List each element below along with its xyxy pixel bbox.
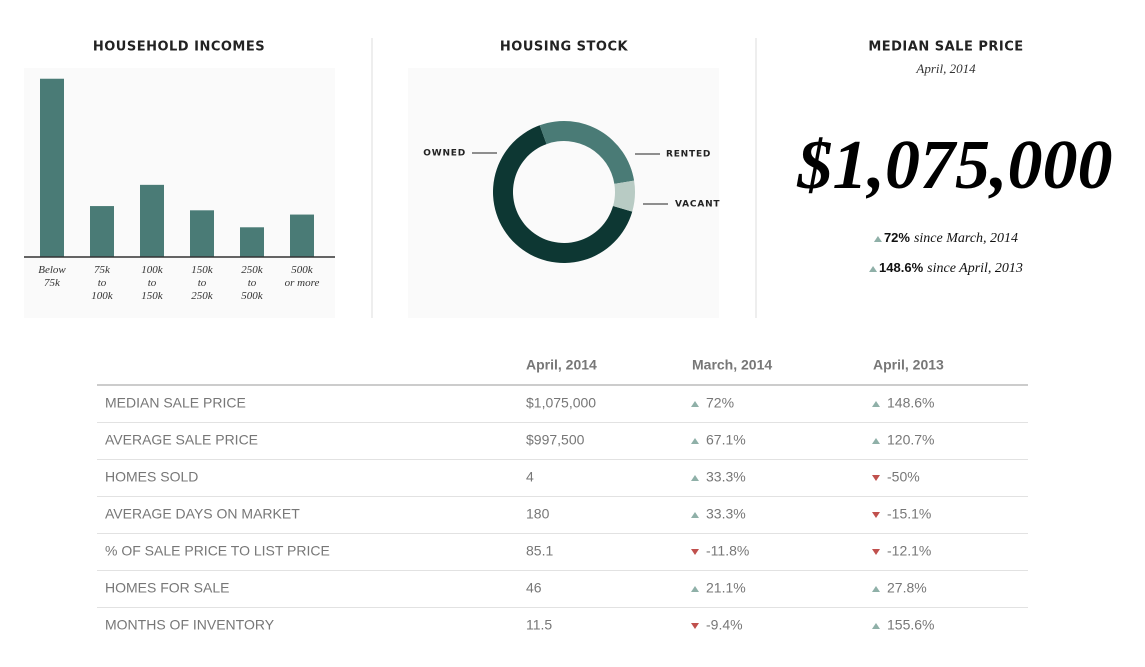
- cell-trend: -9.4%: [706, 617, 743, 633]
- cell-trend: -12.1%: [887, 543, 931, 559]
- trend-arrow-up: [691, 401, 699, 407]
- bar: [40, 78, 64, 257]
- donut-slice: [492, 125, 633, 263]
- donut-panel: [408, 68, 719, 318]
- row-label: MONTHS OF INVENTORY: [105, 617, 275, 633]
- cell-trend: 33.3%: [706, 469, 746, 485]
- trend-arrow-up: [872, 623, 880, 629]
- cell-value: 11.5: [526, 617, 552, 633]
- x-tick-label: 250k to 500k: [241, 264, 263, 302]
- median-change: 148.6% since April, 2013: [879, 260, 1023, 276]
- cell-trend: 120.7%: [887, 432, 934, 448]
- bar: [240, 227, 264, 257]
- bar-panel: [24, 68, 335, 318]
- trend-arrow-up: [691, 438, 699, 444]
- row-label: MEDIAN SALE PRICE: [105, 395, 246, 411]
- trend-arrow-up: [691, 586, 699, 592]
- slice-label: VACANT: [675, 200, 720, 210]
- cell-value: 4: [526, 469, 534, 485]
- trend-arrow-down: [872, 512, 880, 518]
- trend-arrow-up: [691, 512, 699, 518]
- row-label: HOMES FOR SALE: [105, 580, 229, 596]
- cell-value: 46: [526, 580, 542, 596]
- bar: [190, 210, 214, 257]
- cell-trend: -50%: [887, 469, 920, 485]
- trend-arrow-up: [872, 586, 880, 592]
- donut-slice: [539, 121, 635, 184]
- row-label: % OF SALE PRICE TO LIST PRICE: [105, 543, 330, 559]
- x-tick-label: Below 75k: [38, 264, 66, 289]
- column-header: April, 2014: [526, 357, 597, 373]
- trend-arrow-up: [872, 438, 880, 444]
- row-label: HOMES SOLD: [105, 469, 198, 485]
- x-tick-label: 100k to 150k: [141, 264, 163, 302]
- slice-label: OWNED: [423, 149, 466, 159]
- cell-value: $1,075,000: [526, 395, 596, 411]
- cell-value: 180: [526, 506, 550, 522]
- trend-arrow-down: [872, 549, 880, 555]
- column-header: March, 2014: [692, 357, 772, 373]
- trend-arrow-up: [873, 236, 882, 242]
- cell-trend: -15.1%: [887, 506, 931, 522]
- trend-arrow-down: [691, 549, 699, 555]
- cell-trend: 21.1%: [706, 580, 746, 596]
- median-subtitle: April, 2014: [915, 61, 976, 76]
- trend-arrow-up: [872, 401, 880, 407]
- change-text: since April, 2013: [927, 261, 1023, 276]
- change-text: since March, 2014: [914, 231, 1018, 246]
- row-label: AVERAGE SALE PRICE: [105, 432, 258, 448]
- bar: [90, 206, 114, 257]
- bar: [290, 214, 314, 257]
- cell-trend: 33.3%: [706, 506, 746, 522]
- chart-title: HOUSEHOLD INCOMES: [93, 40, 265, 55]
- cell-trend: 148.6%: [887, 395, 934, 411]
- median-change: 72% since March, 2014: [884, 230, 1018, 246]
- x-tick-label: 500k or more: [284, 264, 320, 289]
- column-header: April, 2013: [873, 357, 944, 373]
- trend-arrow-down: [691, 623, 699, 629]
- cell-trend: 72%: [706, 395, 734, 411]
- cell-trend: 27.8%: [887, 580, 927, 596]
- cell-trend: -11.8%: [706, 543, 749, 559]
- x-tick-label: 75k to 100k: [91, 264, 113, 302]
- cell-value: $997,500: [526, 432, 585, 448]
- cell-value: 85.1: [526, 543, 553, 559]
- chart-title: HOUSING STOCK: [500, 40, 629, 55]
- trend-arrow-up: [869, 266, 878, 272]
- median-title: MEDIAN SALE PRICE: [868, 40, 1023, 55]
- change-value: 72%: [884, 230, 910, 245]
- row-label: AVERAGE DAYS ON MARKET: [105, 506, 300, 522]
- x-tick-label: 150k to 250k: [191, 264, 213, 302]
- donut-slice: [613, 180, 635, 212]
- trend-arrow-down: [872, 475, 880, 481]
- change-value: 148.6%: [879, 260, 924, 275]
- cell-trend: 155.6%: [887, 617, 934, 633]
- slice-label: RENTED: [666, 150, 711, 160]
- median-price: $1,075,000: [797, 127, 1113, 204]
- cell-trend: 67.1%: [706, 432, 746, 448]
- bar: [140, 184, 164, 257]
- trend-arrow-up: [691, 475, 699, 481]
